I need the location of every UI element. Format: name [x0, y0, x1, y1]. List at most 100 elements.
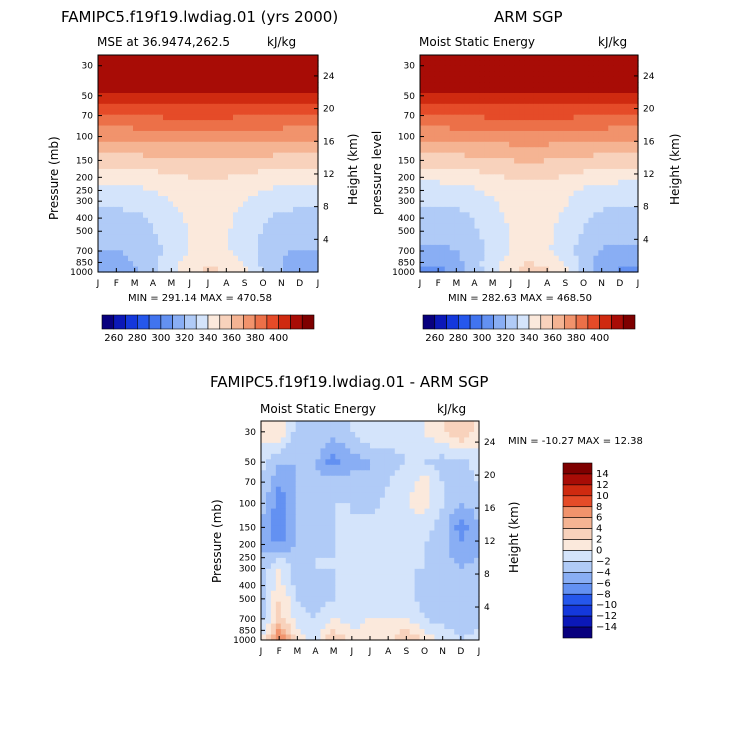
contour-cell	[578, 174, 585, 181]
contour-cell	[543, 190, 550, 197]
contour-cell	[603, 87, 609, 94]
contour-cell	[163, 228, 169, 235]
contour-cell	[248, 87, 254, 94]
contour-cell	[424, 196, 431, 203]
contour-cell	[228, 223, 234, 230]
contour-cell	[308, 261, 314, 268]
contour-cell	[113, 92, 119, 99]
contour-cell	[183, 228, 189, 235]
colorbar-swatch	[172, 314, 185, 330]
contour-cell	[203, 266, 209, 273]
contour-cell	[384, 552, 391, 559]
contour-cell	[618, 190, 624, 197]
contour-cell	[469, 459, 475, 466]
contour-cell	[538, 261, 545, 268]
contour-cell	[98, 196, 104, 203]
contour-cell	[424, 98, 431, 105]
contour-cell	[449, 448, 455, 455]
contour-cell	[578, 125, 585, 132]
contour-cell	[479, 120, 485, 127]
contour-cell	[253, 190, 259, 197]
contour-cell	[370, 514, 376, 521]
contour-cell	[469, 212, 476, 219]
contour-cell	[320, 552, 326, 559]
contour-cell	[213, 174, 219, 181]
contour-cell	[238, 168, 244, 175]
contour-cell	[563, 136, 570, 143]
contour-cell	[183, 147, 189, 154]
contour-cell	[118, 234, 124, 241]
contour-cell	[300, 519, 307, 526]
contour-cell	[389, 421, 396, 428]
contour-cell	[568, 212, 575, 219]
panel-model-mse: FAMIPC5.f19f19.lwdiag.01 (yrs 2000) MSE …	[47, 8, 360, 344]
contour-cell	[533, 152, 540, 159]
contour-cell	[583, 223, 590, 230]
x-tick-label: A	[223, 279, 230, 289]
contour-cell	[404, 541, 411, 548]
contour-cell	[529, 136, 535, 143]
contour-cell	[198, 206, 204, 213]
contour-cell	[188, 190, 194, 197]
contour-cell	[143, 76, 149, 83]
contour-cell	[543, 196, 550, 203]
contour-cell	[548, 174, 555, 181]
contour-cell	[429, 206, 436, 213]
contour-cell	[133, 190, 139, 197]
contour-cell	[613, 82, 619, 89]
contour-cell	[489, 185, 495, 192]
contour-cell	[268, 136, 274, 143]
contour-cell	[514, 141, 520, 148]
contour-cell	[113, 255, 119, 262]
contour-cell	[163, 261, 169, 268]
contour-cell	[350, 426, 356, 433]
contour-cell	[153, 55, 159, 62]
contour-cell	[350, 442, 356, 449]
contour-cell	[355, 552, 361, 559]
contour-cell	[623, 87, 629, 94]
contour-cell	[439, 196, 446, 203]
contour-cell	[424, 120, 431, 127]
contour-cell	[158, 98, 164, 105]
contour-cell	[633, 125, 639, 132]
contour-cell	[489, 136, 495, 143]
contour-cell	[484, 190, 490, 197]
contour-cell	[553, 239, 560, 246]
contour-cell	[603, 206, 609, 213]
contour-cell	[434, 109, 441, 116]
contour-cell	[374, 426, 381, 433]
contour-cell	[593, 87, 599, 94]
contour-cell	[203, 109, 209, 116]
contour-cell	[474, 179, 481, 186]
contour-cell	[143, 136, 149, 143]
contour-cell	[543, 130, 550, 137]
contour-cell	[365, 426, 371, 433]
contour-cell	[148, 185, 154, 192]
contour-cell	[273, 60, 279, 67]
contour-cell	[278, 60, 284, 67]
contour-cell	[158, 250, 164, 257]
contour-cell	[108, 130, 114, 137]
contour-cell	[213, 76, 219, 83]
contour-cell	[128, 196, 134, 203]
contour-cell	[494, 71, 500, 78]
contour-cell	[618, 71, 624, 78]
contour-cell	[275, 503, 282, 510]
contour-cell	[553, 223, 560, 230]
contour-cell	[173, 60, 179, 67]
contour-cell	[198, 92, 204, 99]
contour-cell	[598, 261, 604, 268]
contour-cell	[504, 244, 510, 251]
contour-cell	[355, 492, 361, 499]
contour-cell	[633, 212, 639, 219]
contour-cell	[103, 185, 109, 192]
contour-cell	[454, 103, 461, 110]
contour-cell	[208, 201, 214, 208]
contour-cell	[288, 158, 294, 165]
contour-cell	[474, 87, 481, 94]
contour-cell	[303, 158, 309, 165]
contour-cell	[479, 196, 485, 203]
contour-cell	[350, 519, 356, 526]
contour-cell	[183, 250, 189, 257]
contour-cell	[298, 141, 304, 148]
